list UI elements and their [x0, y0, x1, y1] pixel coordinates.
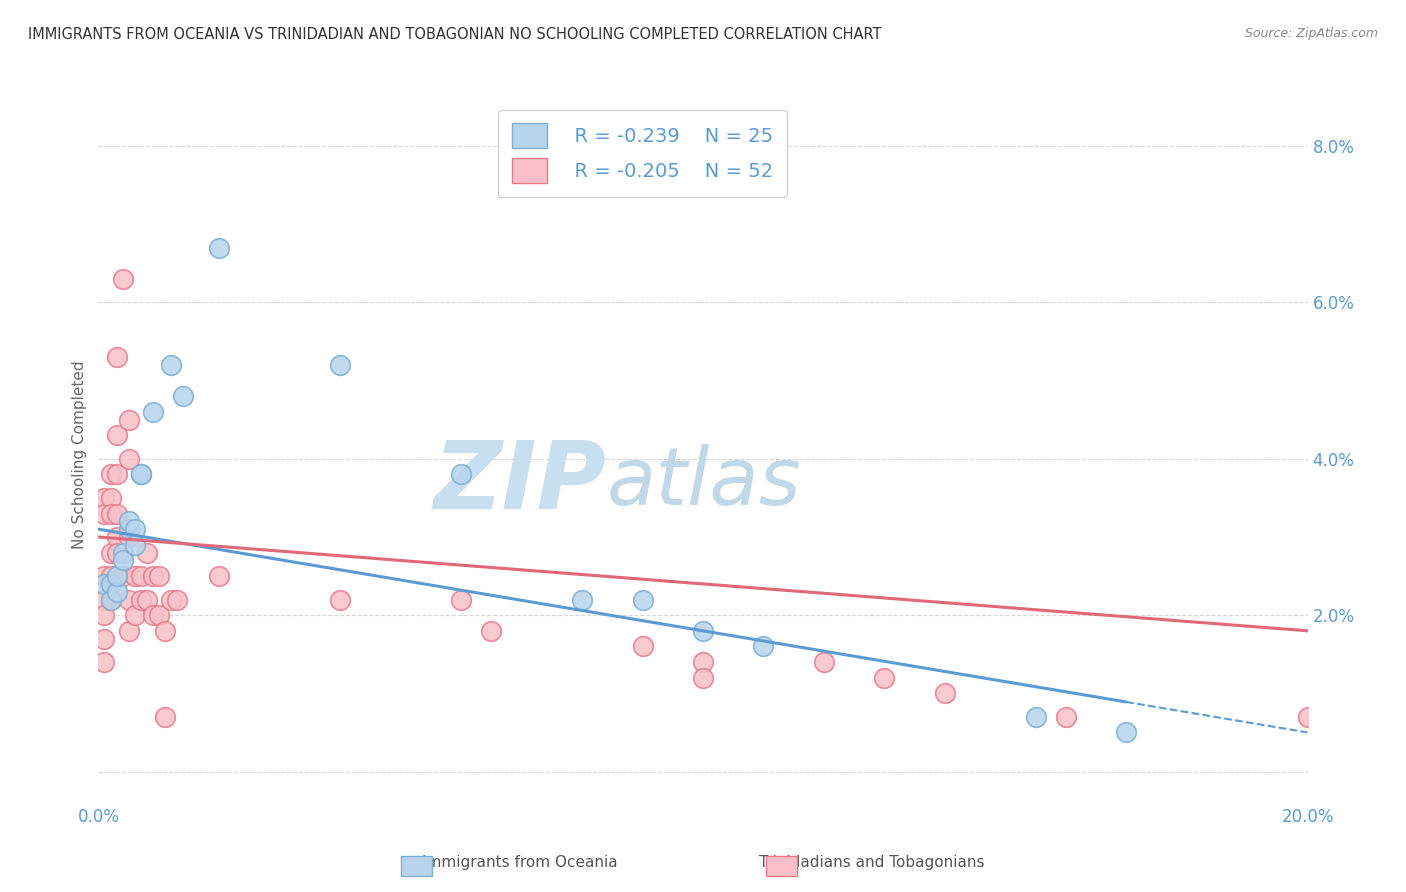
Point — [631, 592, 654, 607]
Point — [129, 569, 152, 583]
Point — [105, 428, 128, 442]
Point — [100, 577, 122, 591]
Point — [124, 608, 146, 623]
Point — [93, 592, 115, 607]
Point — [329, 358, 352, 372]
Point — [100, 467, 122, 482]
Point — [124, 538, 146, 552]
Point — [118, 413, 141, 427]
Point — [93, 507, 115, 521]
Point — [208, 241, 231, 255]
Point — [129, 467, 152, 482]
Point — [934, 686, 956, 700]
Point — [118, 514, 141, 528]
Point — [329, 592, 352, 607]
Point — [100, 592, 122, 607]
Point — [135, 546, 157, 560]
Point — [105, 546, 128, 560]
Point — [208, 569, 231, 583]
Text: Immigrants from Oceania: Immigrants from Oceania — [422, 855, 619, 870]
Point — [160, 592, 183, 607]
Point — [100, 491, 122, 505]
Legend:   R = -0.239    N = 25,   R = -0.205    N = 52: R = -0.239 N = 25, R = -0.205 N = 52 — [498, 110, 787, 197]
Text: ZIP: ZIP — [433, 437, 606, 529]
Point — [1296, 710, 1319, 724]
Point — [1054, 710, 1077, 724]
Point — [93, 608, 115, 623]
Point — [105, 467, 128, 482]
Point — [105, 584, 128, 599]
Point — [481, 624, 503, 638]
Point — [571, 592, 593, 607]
Point — [129, 592, 152, 607]
Point — [148, 608, 170, 623]
Point — [111, 553, 134, 567]
Point — [93, 491, 115, 505]
Point — [100, 569, 122, 583]
Point — [873, 671, 896, 685]
Point — [813, 655, 835, 669]
Point — [105, 350, 128, 364]
Point — [752, 640, 775, 654]
Point — [111, 546, 134, 560]
Point — [111, 272, 134, 286]
Point — [124, 569, 146, 583]
Point — [105, 530, 128, 544]
Point — [129, 467, 152, 482]
Y-axis label: No Schooling Completed: No Schooling Completed — [72, 360, 87, 549]
Point — [1024, 710, 1046, 724]
Point — [1115, 725, 1137, 739]
Point — [100, 507, 122, 521]
Point — [153, 624, 176, 638]
Point — [111, 569, 134, 583]
Point — [93, 577, 115, 591]
Point — [148, 569, 170, 583]
Point — [124, 522, 146, 536]
Point — [118, 451, 141, 466]
Point — [105, 507, 128, 521]
Point — [118, 592, 141, 607]
Point — [153, 710, 176, 724]
Point — [93, 655, 115, 669]
Text: atlas: atlas — [606, 443, 801, 522]
Point — [450, 467, 472, 482]
Point — [692, 624, 714, 638]
Point — [105, 569, 128, 583]
Text: Trinidadians and Tobagonians: Trinidadians and Tobagonians — [759, 855, 984, 870]
Point — [100, 546, 122, 560]
Point — [100, 592, 122, 607]
Text: IMMIGRANTS FROM OCEANIA VS TRINIDADIAN AND TOBAGONIAN NO SCHOOLING COMPLETED COR: IMMIGRANTS FROM OCEANIA VS TRINIDADIAN A… — [28, 27, 882, 42]
Point — [118, 530, 141, 544]
Point — [142, 405, 165, 419]
Point — [118, 522, 141, 536]
Point — [631, 640, 654, 654]
Point — [93, 632, 115, 646]
Point — [93, 569, 115, 583]
Point — [160, 358, 183, 372]
Point — [142, 608, 165, 623]
Point — [450, 592, 472, 607]
Point — [142, 569, 165, 583]
Point — [692, 655, 714, 669]
Point — [692, 671, 714, 685]
Point — [166, 592, 188, 607]
Text: Source: ZipAtlas.com: Source: ZipAtlas.com — [1244, 27, 1378, 40]
Point — [135, 592, 157, 607]
Point — [118, 624, 141, 638]
Point — [172, 389, 194, 403]
